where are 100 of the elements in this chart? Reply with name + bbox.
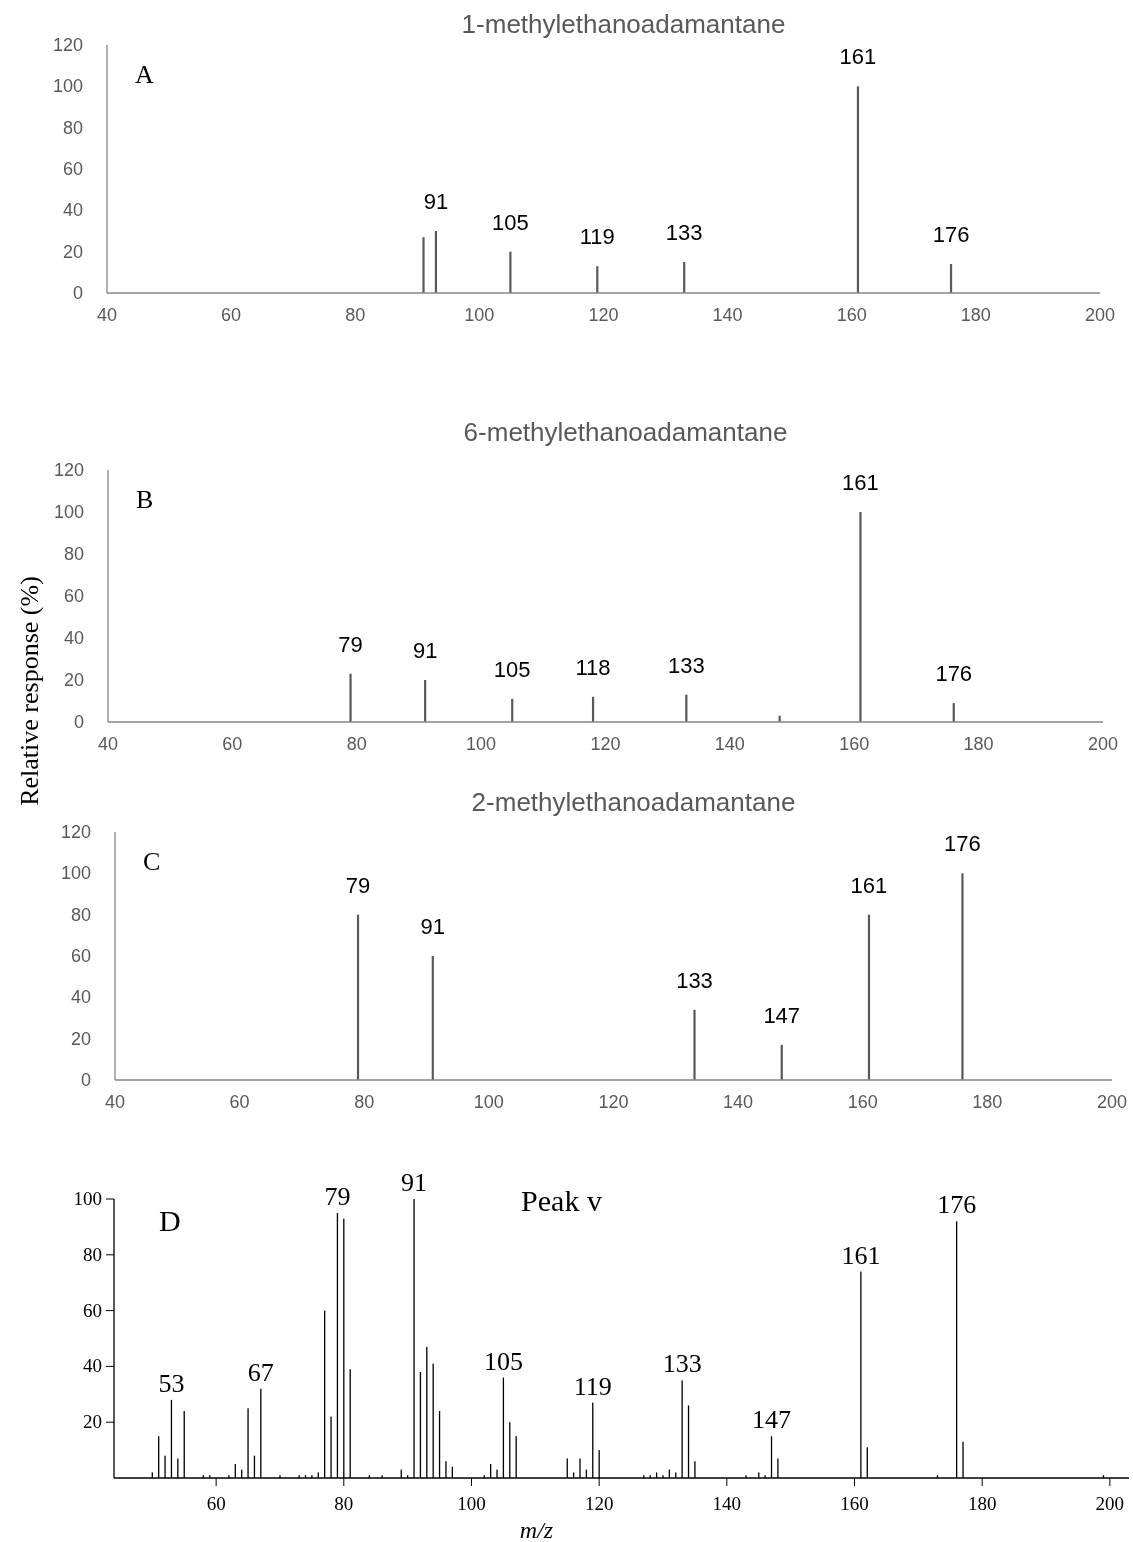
annotation: 79: [338, 631, 363, 657]
y-tick-label: 20: [63, 670, 84, 690]
x-tick-label: 60: [206, 1493, 226, 1514]
bar: [509, 251, 512, 293]
x-axis-title: m/z: [519, 1517, 554, 1542]
x-tick-label: 40: [104, 1092, 126, 1112]
y-tick-label: 0: [80, 1070, 91, 1090]
annotation: 79: [345, 872, 371, 898]
y-tick-label: 60: [63, 586, 84, 606]
annotation: 91: [420, 914, 446, 939]
x-tick-label: 100: [473, 1092, 504, 1112]
x-tick-label: 80: [354, 1092, 375, 1112]
annotation: 105: [483, 1346, 523, 1376]
annotation: 161: [842, 470, 879, 495]
chart-title: Peak v: [521, 1184, 602, 1217]
x-tick-label: 160: [836, 305, 867, 325]
x-tick-label: 200: [1084, 305, 1116, 325]
x-tick-label: 160: [847, 1092, 878, 1112]
y-tick-label: 60: [83, 1299, 102, 1321]
bar: [422, 237, 425, 293]
annotation: 79: [324, 1181, 351, 1211]
annotation: 118: [575, 654, 611, 680]
y-tick-label: 100: [52, 76, 83, 97]
annotation: 105: [493, 656, 531, 682]
bar: [867, 914, 871, 1080]
y-tick-label: 100: [53, 502, 84, 522]
x-tick-label: 60: [221, 305, 242, 325]
y-tick-label: 0: [72, 283, 83, 303]
x-tick-label: 140: [723, 1092, 754, 1112]
x-tick-label: 180: [960, 305, 991, 325]
bar: [693, 1009, 696, 1080]
x-tick-label: 180: [972, 1092, 1003, 1112]
annotation: 147: [763, 1002, 801, 1028]
y-tick-label: 40: [70, 987, 91, 1008]
annotation: 105: [492, 209, 529, 235]
annotation: 119: [579, 224, 615, 250]
x-tick-label: 80: [345, 305, 366, 325]
annotation: 176: [932, 222, 970, 248]
annotation: 91: [401, 1168, 428, 1197]
y-tick-label: 20: [62, 241, 83, 262]
x-tick-label: 80: [346, 734, 367, 754]
y-tick-label: 80: [83, 1243, 102, 1265]
bar: [856, 86, 860, 293]
y-tick-label: 100: [73, 1188, 102, 1209]
annotation: A: [135, 60, 154, 89]
y-tick-label: 80: [70, 904, 91, 925]
y-tick-label: 20: [83, 1411, 102, 1433]
y-tick-label: 0: [73, 712, 84, 732]
x-tick-label: 100: [457, 1493, 486, 1514]
x-tick-label: 40: [96, 305, 118, 325]
x-tick-label: 120: [588, 305, 619, 325]
x-tick-label: 120: [590, 734, 621, 754]
bar: [356, 914, 360, 1080]
x-tick-label: 160: [839, 734, 870, 754]
bar: [859, 512, 862, 722]
y-tick-label: 100: [60, 863, 91, 884]
x-tick-label: 200: [1095, 1493, 1125, 1514]
x-tick-label: 160: [840, 1493, 869, 1514]
annotation: D: [159, 1204, 181, 1237]
x-tick-label: 100: [466, 734, 497, 754]
chart-title: 2-methylethanoadamantane: [471, 787, 796, 817]
x-tick-label: 80: [334, 1493, 354, 1514]
y-tick-label: 20: [70, 1028, 91, 1049]
annotation: 176: [937, 1190, 977, 1220]
annotation: 176: [944, 831, 981, 857]
annotation: C: [143, 847, 161, 876]
annotation: 67: [247, 1357, 274, 1387]
chart-title: 6-methylethanoadamantane: [463, 417, 788, 447]
annotation: 133: [676, 967, 713, 993]
annotation: 161: [841, 1240, 881, 1270]
x-tick-label: 140: [714, 734, 745, 754]
annotation: 161: [839, 44, 877, 70]
bar: [961, 873, 964, 1080]
x-tick-label: 140: [712, 305, 743, 325]
annotation: 147: [752, 1405, 792, 1435]
annotation: B: [136, 485, 154, 514]
x-tick-label: 120: [584, 1493, 614, 1514]
chart-title: 1-methylethanoadamantane: [461, 9, 786, 39]
y-tick-label: 80: [63, 544, 84, 564]
y-tick-label: 80: [62, 117, 83, 138]
annotation: 176: [935, 661, 973, 687]
x-tick-label: 120: [598, 1092, 629, 1112]
y-tick-label: 120: [60, 822, 91, 842]
annotation: 161: [850, 872, 888, 898]
annotation: 133: [662, 1349, 702, 1379]
x-tick-label: 60: [222, 734, 243, 754]
x-tick-label: 180: [963, 734, 994, 754]
x-tick-label: 200: [1087, 734, 1119, 754]
y-tick-label: 120: [52, 35, 83, 55]
annotation: 119: [573, 1371, 612, 1401]
bar: [434, 231, 438, 293]
x-tick-label: 200: [1096, 1092, 1128, 1112]
annotation: 133: [667, 652, 705, 678]
y-tick-label: 40: [83, 1355, 102, 1377]
x-tick-label: 100: [464, 305, 495, 325]
y-axis-title: Relative response (%): [15, 576, 44, 806]
y-tick-label: 60: [62, 159, 83, 179]
x-tick-label: 140: [712, 1493, 742, 1514]
annotation: 91: [423, 189, 449, 214]
annotation: 133: [665, 220, 703, 245]
